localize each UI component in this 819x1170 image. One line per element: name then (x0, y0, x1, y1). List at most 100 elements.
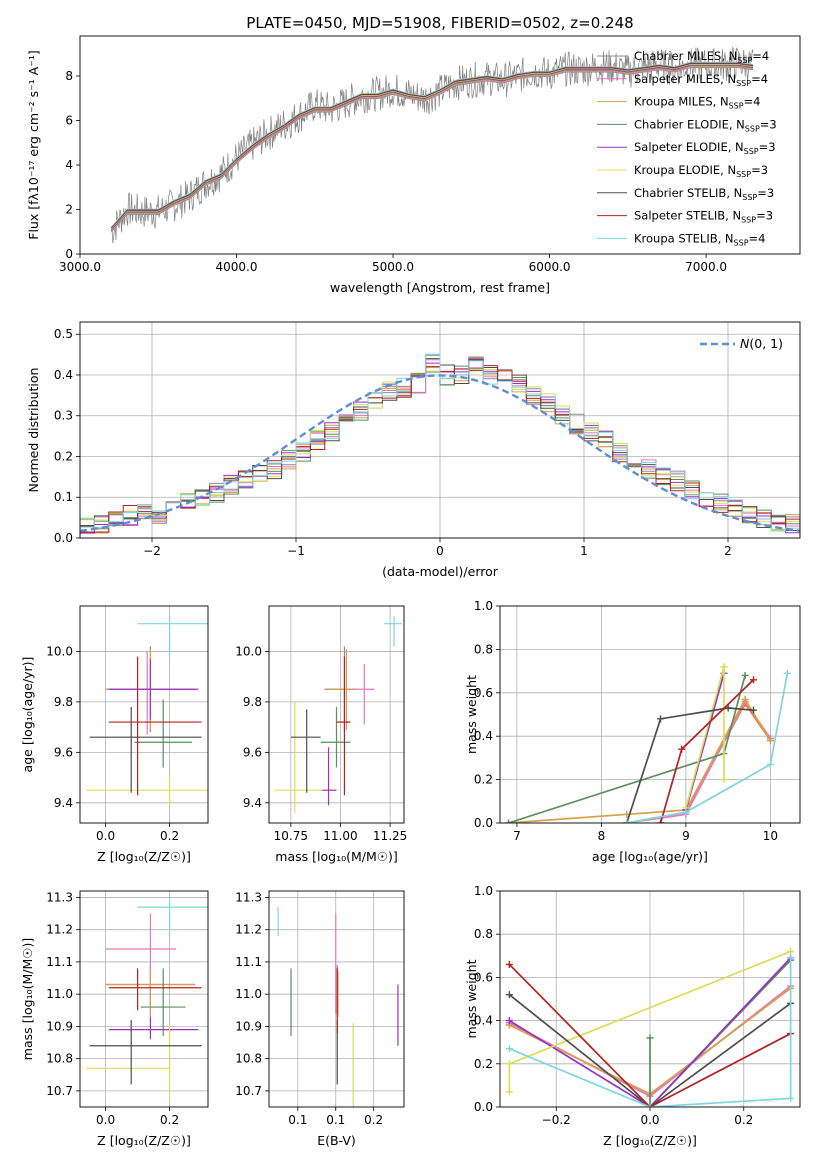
y-tick-label: 11.1 (235, 955, 262, 969)
y-tick-label: 9.4 (54, 796, 73, 810)
model-line-8 (110, 62, 754, 228)
panels: 3000.0 4000.0 5000.0 6000.0 7000.0 0 2 4 6 8 wavel… (20, 35, 801, 1148)
model-line-9 (110, 61, 754, 228)
axes-frame (268, 890, 405, 1108)
weight-marker (741, 695, 749, 703)
y-tick-label: 11.0 (46, 987, 73, 1001)
errorbar-point-5 (108, 1016, 199, 1040)
weight-marker (505, 1017, 513, 1025)
legend-entry-5: Salpeter ELODIE, NSSP=3 (634, 140, 776, 156)
model-line-3 (110, 65, 754, 232)
weight-marker (720, 663, 728, 671)
weight-marker (724, 704, 732, 712)
x-tick-label: 0.1 (326, 1113, 345, 1127)
weight-marker (646, 1103, 654, 1107)
weight-marker (750, 676, 758, 684)
y-tick-label: 9.8 (243, 695, 262, 709)
axes-frame (499, 890, 801, 1108)
panel-2: −2 −1 0 1 2 0.0 0.1 0.2 0.3 0.4 0.5 (data-model)/er… (26, 321, 801, 579)
weight-marker (623, 819, 631, 823)
legend-entry-4: Chabrier ELODIE, NSSP=3 (634, 117, 777, 133)
y-tick-label: 9.6 (243, 745, 262, 759)
histogram-9 (80, 353, 800, 538)
model-line-7 (110, 63, 754, 229)
weight-line-8 (508, 963, 792, 1107)
weight-line-7 (625, 707, 754, 823)
y-tick-label: 1.0 (474, 884, 493, 898)
model-line-1 (110, 67, 754, 233)
legend-entry-8: Salpeter STELIB, NSSP=3 (634, 209, 773, 225)
x-tick-label: 1 (580, 544, 588, 558)
x-tick-label: −1 (287, 544, 305, 558)
y-tick-label: 11.1 (46, 955, 73, 969)
errorbar-point-4 (140, 968, 186, 1037)
y-axis-label: mass weight (464, 675, 479, 754)
y-tick-label: 0.2 (474, 1057, 493, 1071)
weight-marker (787, 947, 795, 955)
y-tick-label: 0.4 (474, 1014, 493, 1028)
y-tick-label: 0.6 (474, 970, 493, 984)
weight-marker (787, 954, 795, 962)
errorbar-point-8 (108, 656, 202, 796)
y-tick-label: 0.5 (54, 327, 73, 341)
x-axis-label: Z [log₁₀(Z/Z☉)] (97, 1133, 191, 1148)
weight-marker (505, 1088, 513, 1096)
axes-frame (499, 605, 801, 824)
x-tick-label: 8 (598, 829, 606, 843)
errorbar-point-6 (86, 775, 208, 806)
y-tick-label: 11.3 (235, 890, 262, 904)
legend-entry-9: Kroupa STELIB, NSSP=4 (634, 231, 765, 247)
y-tick-label: 10.7 (235, 1084, 262, 1098)
x-tick-label: 0.2 (160, 829, 179, 843)
x-tick-label: 0.0 (640, 1113, 659, 1127)
y-tick-label: 0.6 (474, 686, 493, 700)
weight-marker (505, 1060, 513, 1068)
y-tick-label: 9.4 (243, 796, 262, 810)
y-tick-label: 0.8 (474, 642, 493, 656)
y-tick-label: 10.9 (235, 1019, 262, 1033)
y-tick-label: 11.2 (235, 923, 262, 937)
plot-area-1 (110, 47, 754, 244)
panel-6: 0.0 0.2 10.7 10.8 10.9 11.0 11.1 11.2 11.3 Z [log… (20, 890, 209, 1148)
weight-line-4 (649, 959, 792, 1107)
x-tick-label: 5000.0 (372, 260, 414, 274)
weight-line-7 (508, 994, 792, 1107)
y-tick-label: 0.3 (54, 409, 73, 423)
panel-8: −0.2 0.0 0.2 0.0 0.2 0.4 0.6 0.8 1.0 Z [log₁₀(Z/Z… (464, 884, 801, 1148)
y-axis-label: mass [log₁₀(M/M☉)] (20, 938, 35, 1060)
legend-entry-7: Chabrier STELIB, NSSP=3 (634, 186, 774, 202)
figure-title: PLATE=0450, MJD=51908, FIBERID=0502, z=0… (246, 14, 633, 32)
y-tick-label: 0.8 (474, 927, 493, 941)
axes-frame (79, 321, 801, 539)
y-tick-label: 11.3 (46, 890, 73, 904)
errorbar-point-9 (137, 616, 208, 657)
axes-frame (79, 890, 209, 1108)
weight-marker (787, 1094, 795, 1102)
errorbar-point-4 (320, 706, 351, 768)
y-tick-label: 4 (65, 158, 73, 172)
legend-entry-1: Chabrier MILES, NSSP=4 (634, 49, 769, 65)
x-tick-label: 3000.0 (59, 260, 101, 274)
y-axis-label: Normed distribution (26, 368, 41, 493)
plot-area-3 (80, 606, 208, 823)
x-tick-label: −0.2 (542, 1113, 571, 1127)
errorbar-point-3 (326, 648, 355, 730)
y-tick-label: 10.9 (46, 1019, 73, 1033)
legend-entry-3: Kroupa MILES, NSSP=4 (634, 95, 760, 111)
weight-line-9 (509, 957, 792, 1107)
model-line-2 (110, 66, 754, 232)
weight-marker (646, 1034, 654, 1042)
plot-area-6 (80, 891, 208, 1107)
weight-line-9 (626, 673, 789, 823)
legend-entry-2: Salpeter MILES, NSSP=4 (634, 72, 768, 88)
legend-entry-6: Kroupa ELODIE, NSSP=3 (634, 163, 768, 179)
x-axis-label: E(B-V) (317, 1133, 356, 1148)
errorbar-point-7 (290, 709, 321, 793)
x-axis-label: age [log₁₀(age/yr)] (592, 849, 708, 864)
axes-frame (79, 35, 801, 255)
x-tick-label: 0 (436, 544, 444, 558)
errorbar-point-2 (340, 664, 375, 725)
weight-marker (741, 671, 749, 679)
panel-7: 0.1 0.1 0.2 10.7 10.8 10.9 11.0 11.1 11.2 11.3 E(B… (235, 890, 405, 1148)
panel-5: 7 8 9 10 0.0 0.2 0.4 0.6 0.8 1.0 age [log₁₀(age/yr… (464, 599, 801, 864)
